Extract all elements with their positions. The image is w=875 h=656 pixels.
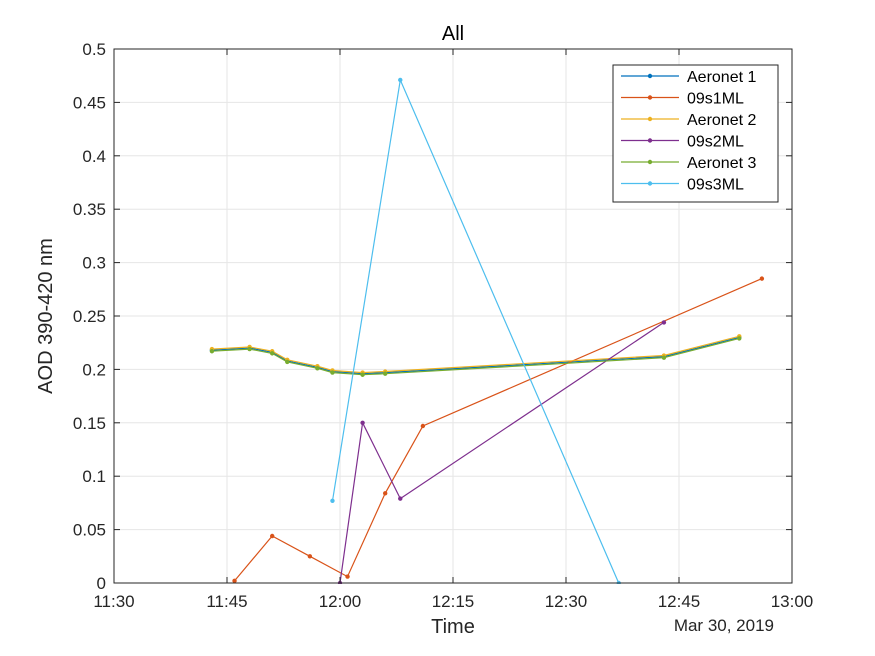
legend-box [612, 64, 779, 203]
legend-item: 09s1ML [621, 91, 744, 108]
series-line [339, 321, 665, 584]
legend-label: Aeronet 1 [687, 69, 756, 86]
data-point [285, 359, 290, 365]
x-tick-label: 12:00 [319, 592, 362, 611]
data-point [661, 355, 667, 360]
data-point [398, 496, 403, 501]
y-tick-label: 0.4 [82, 147, 106, 166]
y-tick-label: 0.25 [73, 307, 106, 326]
series-09s1ml [232, 276, 765, 584]
data-point [315, 366, 320, 371]
data-point [383, 491, 388, 496]
data-point [307, 554, 313, 559]
x-tick-label: 11:45 [206, 592, 247, 611]
legend-item: Aeronet 1 [621, 69, 756, 86]
legend-item: Aeronet 3 [621, 155, 756, 172]
chart-title: All [442, 23, 464, 45]
legend-item: 09s3ML [621, 177, 744, 194]
x-tick-label: 12:15 [432, 592, 475, 611]
data-point [420, 423, 426, 429]
data-point [232, 578, 237, 584]
legend-label: 09s3ML [687, 177, 744, 194]
data-point [383, 371, 388, 376]
series-line [211, 336, 740, 375]
legend-label: 09s2ML [687, 134, 744, 151]
legend-marker [647, 181, 653, 186]
legend-marker [647, 138, 653, 143]
legend-label: Aeronet 3 [687, 155, 756, 172]
legend-marker [647, 73, 653, 79]
legend-marker [647, 159, 653, 165]
legend-item: 09s2ML [621, 134, 744, 151]
legend-label: 09s1ML [687, 91, 744, 108]
y-tick-label: 0 [97, 574, 106, 593]
y-tick-label: 0.3 [82, 254, 106, 273]
data-point [759, 276, 765, 281]
data-point [398, 77, 403, 83]
y-tick-label: 0.5 [82, 40, 106, 59]
data-point [330, 498, 335, 503]
y-tick-label: 0.1 [82, 467, 106, 486]
data-point [360, 420, 365, 425]
legend: Aeronet 1 09s1ML Aeronet 2 09s2ML Aeronet 3 0… [612, 64, 779, 203]
data-point [270, 351, 275, 356]
y-tick-label: 0.2 [82, 360, 106, 379]
x-tick-label: 12:30 [545, 592, 588, 611]
y-tick-label: 0.45 [73, 93, 106, 112]
data-point [247, 346, 252, 352]
date-label: Mar 30, 2019 [674, 616, 774, 635]
y-axis-label: AOD 390-420 nm [35, 238, 57, 394]
x-tick-label: 13:00 [771, 592, 814, 611]
data-point [209, 349, 215, 354]
x-tick-label: 11:30 [93, 592, 134, 611]
data-point [345, 574, 350, 579]
data-point [360, 372, 365, 377]
y-tick-label: 0.35 [73, 200, 106, 219]
series-line [211, 335, 740, 374]
data-point [737, 336, 742, 341]
data-point [661, 320, 667, 325]
data-point [330, 370, 335, 375]
legend-label: Aeronet 2 [687, 112, 756, 129]
x-axis-label: Time [431, 616, 475, 638]
legend-item: Aeronet 2 [621, 112, 756, 129]
data-point [270, 533, 275, 539]
legend-marker [647, 95, 653, 100]
x-tick-label: 12:45 [658, 592, 701, 611]
legend-marker [647, 116, 653, 122]
axis-ticks: 11:30 11:45 12:00 12:15 12:30 12:45 13:00 0 0.05… [73, 40, 813, 611]
y-tick-label: 0.15 [73, 414, 106, 433]
series-layer [209, 77, 765, 584]
y-tick-label: 0.05 [73, 521, 106, 540]
